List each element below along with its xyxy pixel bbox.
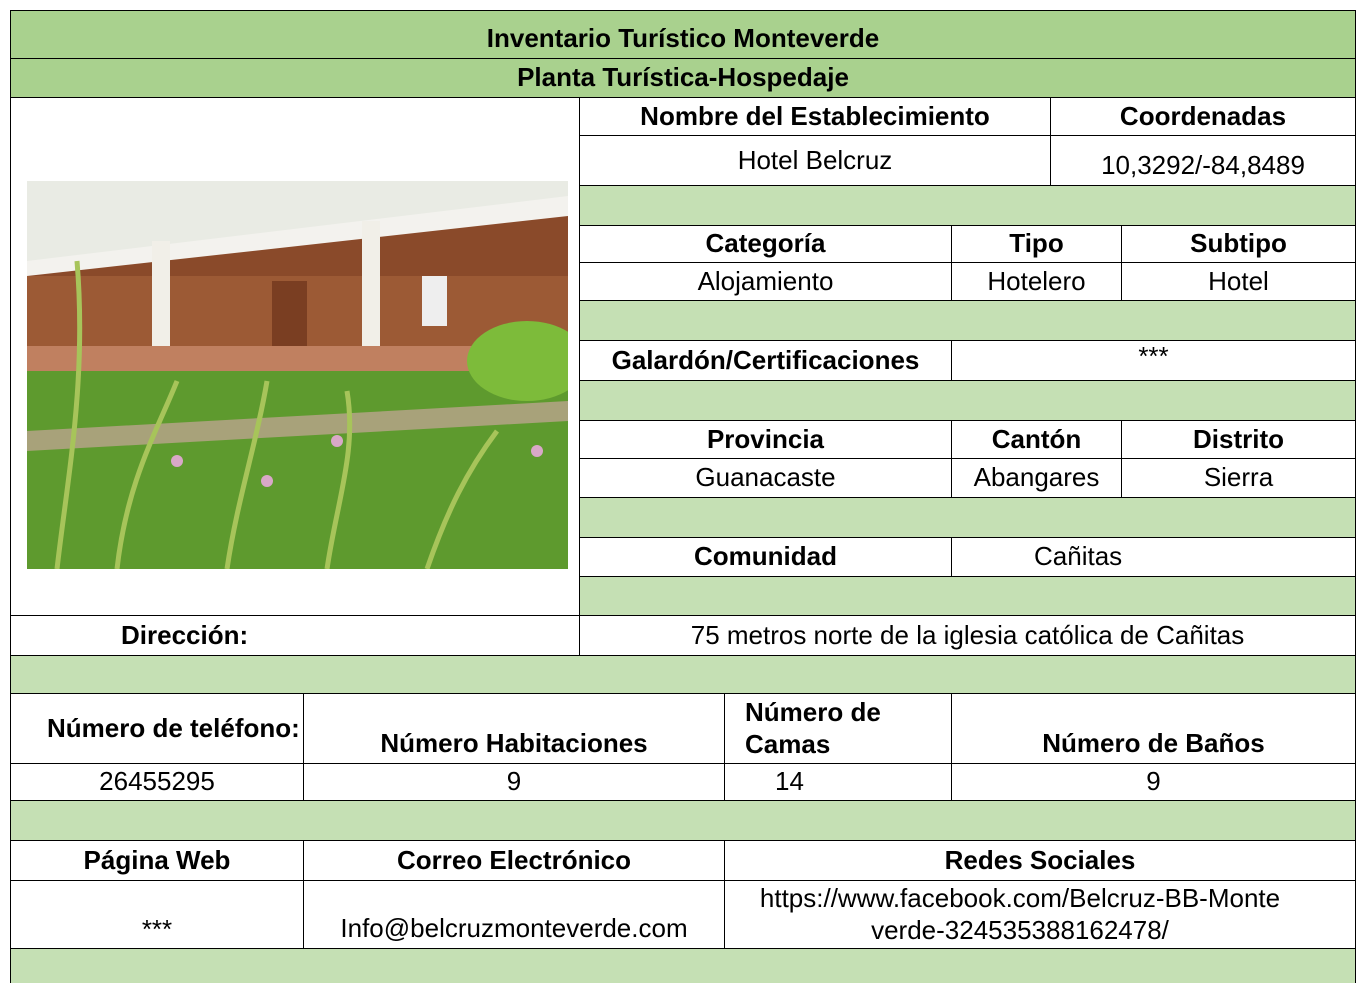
label: Página Web: [10, 840, 304, 881]
label: Categoría: [579, 225, 952, 263]
value: Abangares: [951, 458, 1122, 498]
label: Provincia: [579, 420, 952, 459]
label: Número Habitaciones: [303, 693, 725, 764]
value: 9: [303, 763, 725, 801]
value: 10,3292/-84,8489: [1050, 135, 1356, 186]
label: Tipo: [951, 225, 1122, 263]
title: Inventario Turístico Monteverde: [10, 10, 1356, 59]
label: Redes Sociales: [724, 840, 1356, 881]
label: Nombre del Establecimiento: [579, 97, 1051, 136]
spacer: [579, 380, 1356, 421]
spacer: [579, 497, 1356, 538]
value: Sierra: [1121, 458, 1356, 498]
subtitle: Planta Turística-Hospedaje: [10, 58, 1356, 98]
value: Guanacaste: [579, 458, 952, 498]
value: 75 metros norte de la iglesia católica d…: [579, 615, 1356, 656]
label: Número de Camas: [724, 693, 952, 764]
value: Cañitas: [951, 537, 1356, 577]
label: Coordenadas: [1050, 97, 1356, 136]
hotel-photo: [27, 181, 568, 569]
label: Galardón/Certificaciones: [579, 340, 952, 381]
label: Comunidad: [579, 537, 952, 577]
value[interactable]: Info@belcruzmonteverde.com: [303, 880, 725, 949]
value: ***: [951, 340, 1356, 381]
label: Distrito: [1121, 420, 1356, 459]
value: ***: [10, 880, 304, 949]
value: Hotel Belcruz: [579, 135, 1051, 186]
spacer: [10, 948, 1356, 983]
value: Hotel: [1121, 262, 1356, 301]
label: Subtipo: [1121, 225, 1356, 263]
value: 26455295: [10, 763, 304, 801]
spacer: [10, 655, 1356, 694]
label: Dirección:: [10, 615, 580, 656]
label: Número de teléfono:: [10, 693, 304, 764]
value[interactable]: https://www.facebook.com/Belcruz-BB-Mont…: [724, 880, 1356, 949]
value: Alojamiento: [579, 262, 952, 301]
photo-cell: [10, 97, 580, 616]
label: Número de Baños: [951, 693, 1356, 764]
spacer: [579, 300, 1356, 341]
value: 14: [724, 763, 952, 801]
value: Hotelero: [951, 262, 1122, 301]
spacer: [579, 576, 1356, 616]
label: Correo Electrónico: [303, 840, 725, 881]
label: Cantón: [951, 420, 1122, 459]
spacer: [579, 185, 1356, 226]
spacer: [10, 800, 1356, 841]
value: 9: [951, 763, 1356, 801]
